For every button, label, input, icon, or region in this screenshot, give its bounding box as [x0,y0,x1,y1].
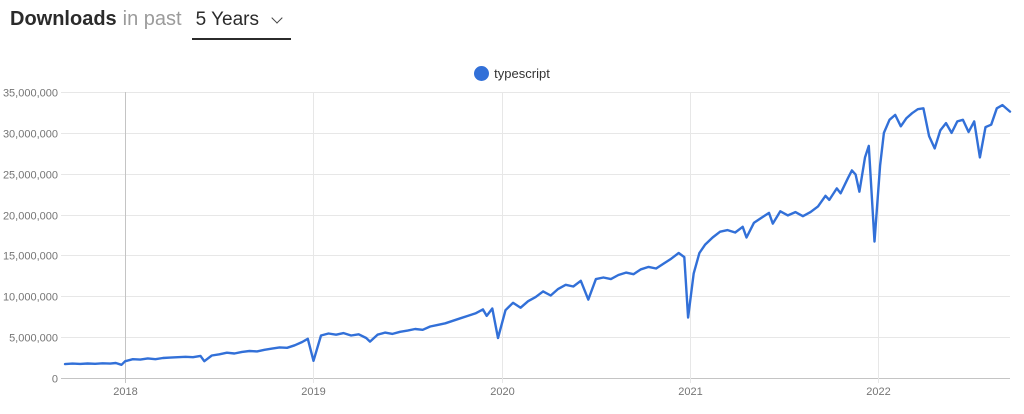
x-axis-tick-label: 2018 [113,386,137,398]
y-axis-tick-label: 10,000,000 [3,292,58,304]
chart-series [63,103,1012,366]
y-axis-tick-label: 30,000,000 [3,129,58,141]
period-select[interactable]: 5 Years [191,9,292,40]
y-axis-tick-label: 15,000,000 [3,251,58,263]
x-axis-tick-label: 2021 [678,386,702,398]
page-title: Downloads [10,8,117,30]
page-header: Downloads in past 5 Years [10,8,292,40]
y-axis-tick-label: 0 [52,374,58,386]
x-axis-tick-label: 2019 [301,386,325,398]
series-line-typescript [63,103,1012,366]
chart-axis-labels: 0 5,000,000 10,000,000 15,000,000 20,000,000… [3,88,891,399]
chart-legend: typescript [0,66,1024,81]
y-axis-tick-label: 25,000,000 [3,170,58,182]
legend-label: typescript [494,66,550,81]
chart-gridlines [61,92,1010,383]
y-axis-tick-label: 20,000,000 [3,211,58,223]
y-axis-tick-label: 35,000,000 [3,88,58,100]
x-axis-tick-label: 2020 [490,386,514,398]
y-axis-tick-label: 5,000,000 [9,333,58,345]
legend-dot-icon [474,66,490,81]
x-axis-tick-label: 2022 [866,386,890,398]
period-select-value: 5 Years [195,9,260,30]
legend-item-typescript[interactable]: typescript [474,66,550,81]
page-subtitle: in past [122,8,182,30]
